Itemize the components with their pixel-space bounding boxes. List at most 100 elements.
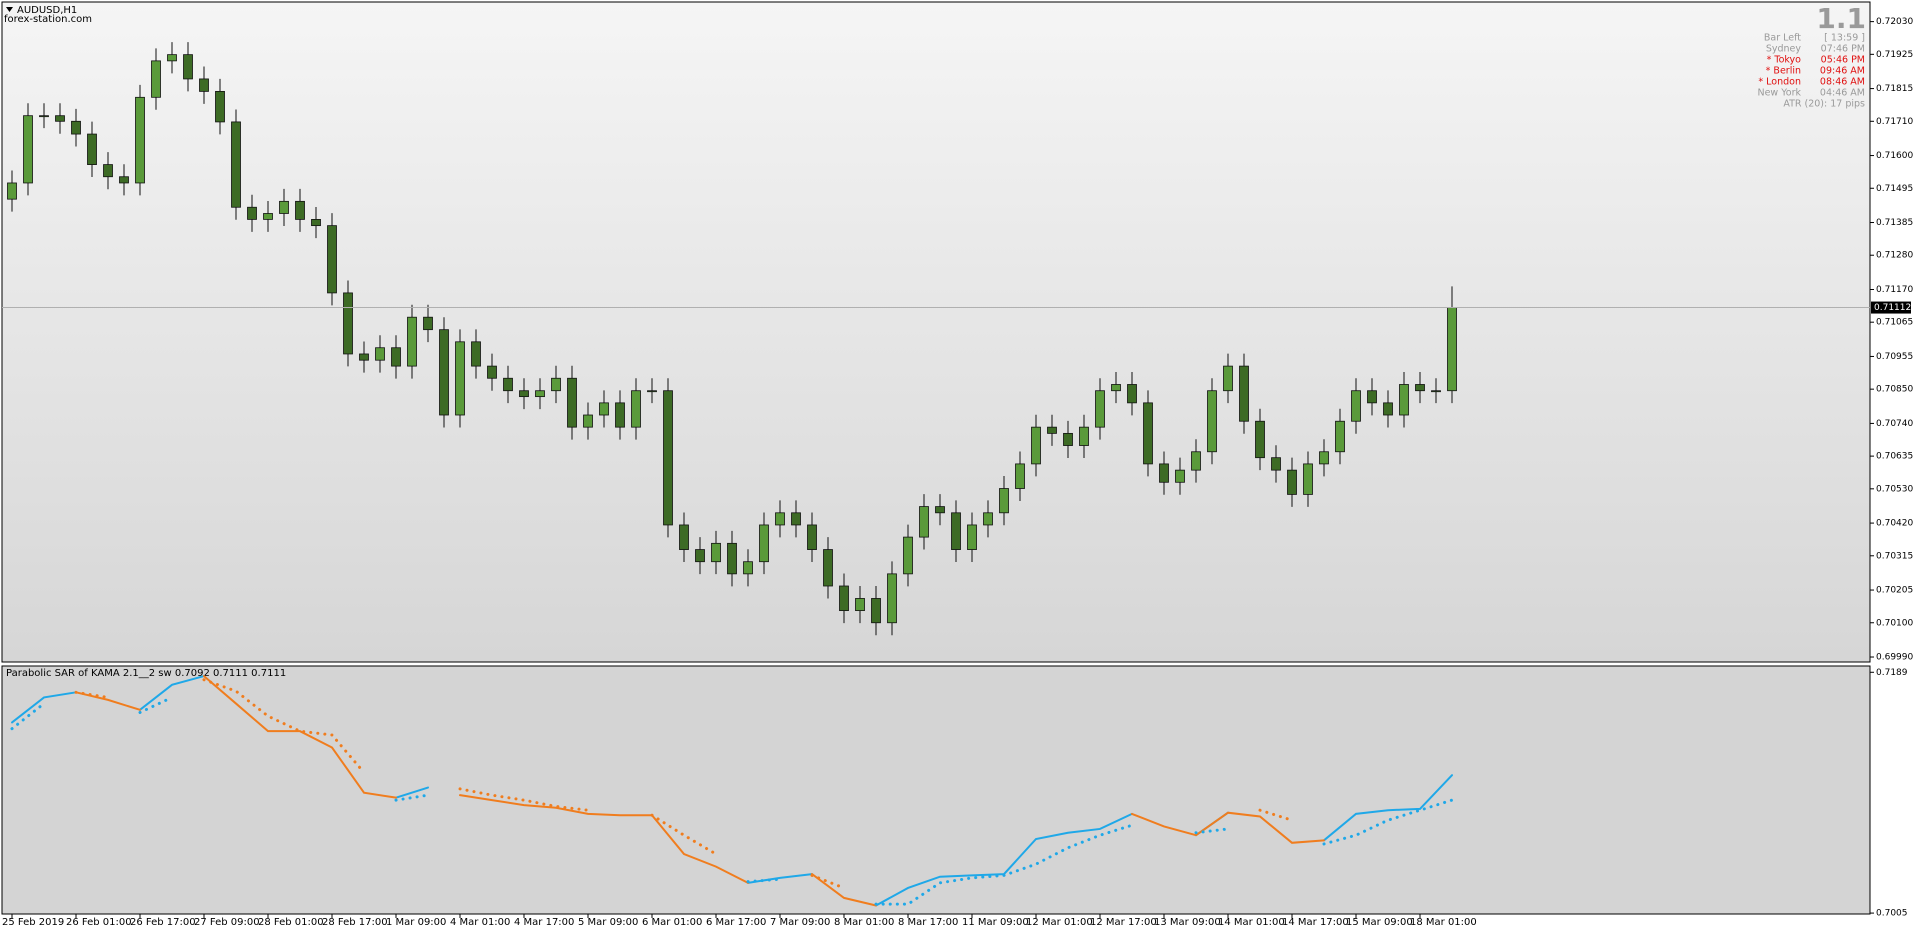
- y-tick-label: 0.71280: [1876, 251, 1913, 261]
- time-label: 7 Mar 09:00: [770, 917, 830, 928]
- y-tick-label: 0.71385: [1876, 218, 1913, 228]
- time-label: 26 Feb 01:00: [66, 917, 132, 928]
- sar-dots: [874, 823, 1134, 906]
- symbol-menu-arrow[interactable]: [6, 7, 13, 12]
- candle-body: [679, 524, 689, 550]
- candle-body: [7, 182, 17, 200]
- candle-body: [1015, 463, 1025, 489]
- candle-body: [855, 598, 865, 612]
- session-value: 09:46 AM: [1820, 66, 1865, 77]
- candle-body: [583, 414, 593, 428]
- sar-dots: [74, 690, 110, 699]
- last-price-box: [1871, 301, 1911, 314]
- candle-body: [1095, 390, 1105, 428]
- candle-body: [1223, 365, 1233, 392]
- candle-body: [551, 377, 561, 392]
- candle-body: [71, 120, 81, 135]
- candle-body: [263, 213, 273, 220]
- candle-body: [1271, 457, 1281, 471]
- y-tick-label: 0.72030: [1876, 17, 1913, 27]
- kama-line: [747, 873, 813, 884]
- candle-body: [791, 512, 801, 526]
- y-tick-label: 0.70530: [1876, 484, 1913, 494]
- candle-body: [39, 115, 49, 118]
- candle-body: [87, 133, 97, 165]
- candle-body: [1047, 426, 1057, 434]
- y-tick-label: 0.70740: [1876, 419, 1913, 429]
- candle-body: [1079, 426, 1089, 446]
- sar-dots: [202, 678, 366, 775]
- candle-body: [1127, 384, 1137, 404]
- candle-body: [1447, 307, 1457, 392]
- candle-body: [247, 206, 257, 220]
- time-label: 28 Feb 17:00: [322, 917, 388, 928]
- candle-body: [599, 402, 609, 416]
- indicator-title: Parabolic SAR of KAMA 2.1__2 sw 0.7092 0…: [6, 668, 286, 679]
- kama-line: [395, 786, 429, 799]
- sar-dots: [1258, 808, 1294, 822]
- time-label: 25 Feb 2019: [2, 917, 64, 928]
- time-label: 6 Mar 01:00: [642, 917, 702, 928]
- candle-body: [871, 598, 881, 624]
- candle-body: [215, 90, 225, 123]
- candle-body: [1367, 390, 1377, 404]
- y-tick-label: 0.71170: [1876, 285, 1913, 295]
- kama-line: [1323, 774, 1453, 842]
- y-tick-label: 0.70850: [1876, 385, 1913, 395]
- candle-body: [23, 115, 33, 184]
- kama-line: [811, 873, 877, 907]
- candle-body: [967, 524, 977, 550]
- time-label: 12 Mar 01:00: [1026, 917, 1093, 928]
- watermark: forex-station.com: [4, 14, 92, 25]
- candle-body: [743, 561, 753, 575]
- sar-dots: [138, 695, 174, 714]
- time-label: 6 Mar 17:00: [706, 917, 766, 928]
- time-label: 8 Mar 17:00: [898, 917, 958, 928]
- candle-body: [1335, 420, 1345, 453]
- candle-body: [151, 60, 161, 98]
- candle-body: [983, 512, 993, 526]
- time-label: 13 Mar 09:00: [1154, 917, 1221, 928]
- candle-body: [327, 225, 337, 294]
- y-tick-label: 0.71710: [1876, 117, 1913, 127]
- candle-body: [135, 96, 145, 184]
- y-tick-label: 0.70205: [1876, 586, 1913, 596]
- y-tick-label: 0.69990: [1876, 653, 1913, 663]
- y-tick-label: 0.70100: [1876, 618, 1913, 628]
- candle-body: [55, 115, 65, 122]
- indicator-panel: [1, 665, 1871, 915]
- candle-body: [1351, 390, 1361, 422]
- candle-body: [1159, 463, 1169, 483]
- candle-body: [535, 390, 545, 398]
- candle-body: [1287, 469, 1297, 495]
- session-value: 07:46 PM: [1821, 44, 1865, 55]
- candle-body: [1319, 451, 1329, 465]
- time-label: 4 Mar 01:00: [450, 917, 510, 928]
- candle-body: [1415, 384, 1425, 392]
- y-tick-label: 0.7189: [1876, 668, 1908, 678]
- candle-body: [1143, 402, 1153, 465]
- candle-body: [935, 506, 945, 514]
- candle-body: [503, 377, 513, 392]
- candle-body: [311, 219, 321, 227]
- y-tick-label: 0.71925: [1876, 50, 1913, 60]
- candle-body: [663, 390, 673, 526]
- session-label: * Tokyo: [1767, 55, 1802, 66]
- time-label: 14 Mar 01:00: [1218, 917, 1285, 928]
- candle-body: [615, 402, 625, 428]
- candle-body: [343, 292, 353, 355]
- candle-body: [439, 329, 449, 416]
- candle-body: [903, 536, 913, 575]
- candle-body: [471, 341, 481, 367]
- kama-line: [75, 691, 141, 711]
- session-value: 08:46 AM: [1820, 77, 1865, 88]
- time-label: 12 Mar 17:00: [1090, 917, 1157, 928]
- y-tick-label: 0.70315: [1876, 551, 1913, 561]
- candle-body: [407, 316, 417, 367]
- candle-body: [279, 200, 289, 214]
- candle-body: [391, 347, 401, 367]
- candle-body: [1431, 390, 1441, 393]
- candle-body: [951, 512, 961, 550]
- time-label: 27 Feb 09:00: [194, 917, 260, 928]
